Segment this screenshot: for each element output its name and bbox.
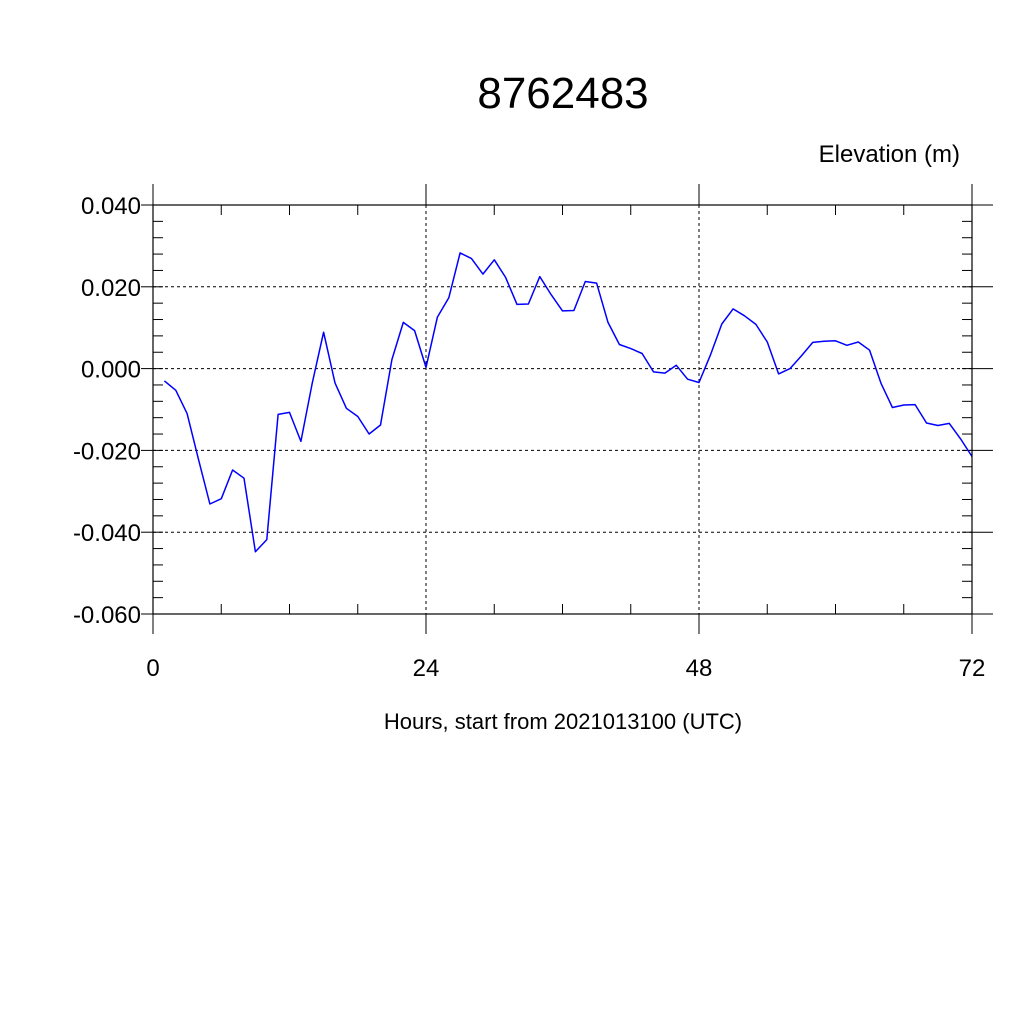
series-line: [163, 252, 973, 553]
plot-frame: [152, 204, 973, 615]
chart-title: 8762483: [477, 69, 648, 118]
x-tick-label: 24: [413, 655, 440, 682]
y-tick-label: -0.060: [73, 602, 141, 629]
axis-ticks: [141, 184, 993, 634]
x-axis-label: Hours, start from 2021013100 (UTC): [384, 709, 742, 734]
y-tick-label: 0.040: [81, 193, 141, 220]
tick-labels: -0.060 -0.040 -0.020 0.000 0.020 0.040 0 24 48 72: [73, 193, 985, 682]
y-tick-label: 0.020: [81, 275, 141, 302]
series: [163, 252, 973, 553]
y-tick-label: 0.000: [81, 357, 141, 384]
x-tick-label: 48: [686, 655, 713, 682]
x-tick-label: 72: [959, 655, 986, 682]
x-tick-label: 0: [146, 655, 159, 682]
grid: [153, 204, 972, 615]
y-tick-label: -0.040: [73, 520, 141, 547]
y-tick-label: -0.020: [73, 438, 141, 465]
y-axis-label: Elevation (m): [819, 141, 960, 168]
